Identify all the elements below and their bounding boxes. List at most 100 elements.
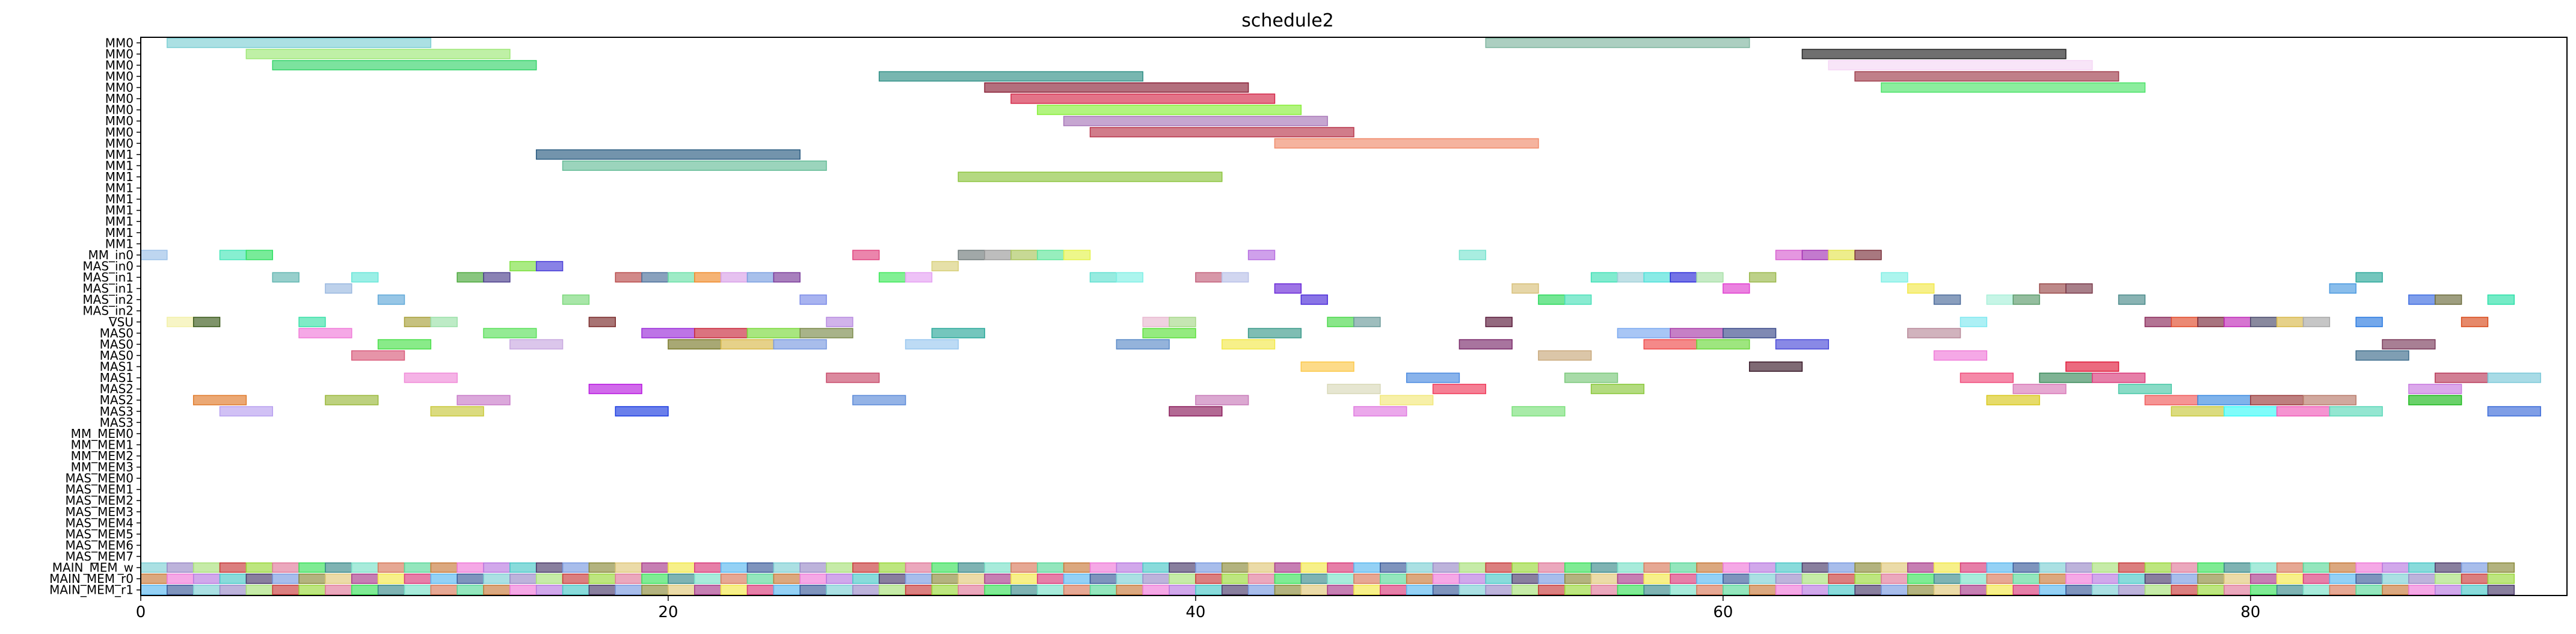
memory-block xyxy=(2408,585,2436,596)
memory-block xyxy=(1775,573,1803,584)
task-bar xyxy=(826,316,853,327)
memory-block xyxy=(931,585,959,596)
task-bar xyxy=(1538,294,1566,305)
memory-block xyxy=(1432,573,1460,584)
task-bar xyxy=(852,395,906,405)
x-tick-label: 40 xyxy=(1185,603,1205,621)
memory-block xyxy=(245,573,273,584)
task-bar xyxy=(404,372,458,383)
memory-block xyxy=(272,562,300,573)
memory-block xyxy=(826,573,853,584)
task-bar xyxy=(1195,395,1249,405)
memory-block xyxy=(325,573,352,584)
task-bar xyxy=(1828,250,1855,260)
memory-block xyxy=(1564,562,1592,573)
task-bar xyxy=(562,160,827,171)
task-bar xyxy=(1195,272,1223,283)
memory-block xyxy=(1116,573,1143,584)
memory-block xyxy=(167,562,194,573)
memory-block xyxy=(1617,562,1645,573)
task-bar xyxy=(2435,294,2462,305)
task-bar xyxy=(905,339,959,349)
memory-block xyxy=(1723,585,1750,596)
memory-block xyxy=(1432,562,1460,573)
memory-block xyxy=(799,585,827,596)
memory-block xyxy=(694,562,722,573)
memory-block xyxy=(1274,573,1302,584)
memory-block xyxy=(588,585,616,596)
memory-block xyxy=(2171,573,2198,584)
memory-block xyxy=(1406,562,1434,573)
task-bar xyxy=(1696,272,1724,283)
memory-block xyxy=(1986,562,2014,573)
task-bar xyxy=(245,250,273,260)
y-tick-label: MAIN_MEM_r0 xyxy=(49,571,134,586)
memory-block xyxy=(2355,585,2383,596)
memory-block xyxy=(272,585,300,596)
memory-block xyxy=(1142,585,1170,596)
task-bar xyxy=(1723,328,1777,339)
memory-block xyxy=(1247,585,1276,596)
task-bar xyxy=(562,294,590,305)
memory-block xyxy=(483,562,511,573)
memory-block xyxy=(535,562,564,573)
memory-block xyxy=(1037,573,1065,584)
memory-block xyxy=(1010,573,1038,584)
task-bar xyxy=(1986,395,2040,405)
task-bar xyxy=(2487,294,2515,305)
task-bar xyxy=(773,339,827,349)
memory-block xyxy=(1933,585,1961,596)
task-bar xyxy=(1406,372,1460,383)
x-tick-label: 60 xyxy=(1713,603,1733,621)
memory-block xyxy=(1380,573,1407,584)
task-bar xyxy=(1222,272,1249,283)
task-bar xyxy=(1881,82,2146,93)
memory-block xyxy=(668,573,695,584)
task-bar xyxy=(535,260,564,272)
memory-block xyxy=(1037,562,1065,573)
x-tick-label: 80 xyxy=(2240,603,2260,621)
y-tick-label: MM0 xyxy=(105,91,134,106)
memory-block xyxy=(1327,562,1354,573)
memory-block xyxy=(430,573,458,584)
memory-block xyxy=(2355,562,2383,573)
task-bar xyxy=(2012,384,2067,395)
memory-block xyxy=(2250,562,2278,573)
memory-block xyxy=(456,573,484,584)
memory-block xyxy=(2250,585,2278,596)
y-tick-label: MAS_in2 xyxy=(82,292,134,307)
task-bar xyxy=(167,37,432,48)
y-tick-label: MAS_in0 xyxy=(82,259,134,273)
task-bar xyxy=(2065,283,2093,294)
memory-block xyxy=(298,562,326,573)
memory-block xyxy=(852,562,880,573)
task-bar xyxy=(272,272,300,283)
task-bar xyxy=(984,250,1012,260)
memory-block xyxy=(351,562,379,573)
task-bar xyxy=(2144,316,2172,327)
memory-block xyxy=(1089,562,1117,573)
y-tick-label: MM0 xyxy=(105,35,134,50)
memory-block xyxy=(905,585,933,596)
task-bar xyxy=(746,272,775,283)
task-bar xyxy=(245,49,511,60)
task-bar xyxy=(2197,316,2225,327)
memory-block xyxy=(2224,562,2251,573)
memory-block xyxy=(219,585,247,596)
memory-block xyxy=(1380,562,1407,573)
task-bar xyxy=(1142,328,1196,339)
task-bar xyxy=(298,316,326,327)
memory-block xyxy=(167,573,194,584)
task-bar xyxy=(1723,283,1750,294)
memory-block xyxy=(456,562,484,573)
memory-block xyxy=(1854,562,1882,573)
memory-block xyxy=(1116,562,1143,573)
memory-block xyxy=(1960,573,1988,584)
memory-block xyxy=(1010,562,1038,573)
task-bar xyxy=(746,328,801,339)
memory-block xyxy=(2144,585,2172,596)
y-tick-label: MAIN_MEM_w xyxy=(52,561,134,575)
memory-block xyxy=(1485,573,1513,584)
memory-block xyxy=(404,562,432,573)
memory-block xyxy=(192,562,221,573)
